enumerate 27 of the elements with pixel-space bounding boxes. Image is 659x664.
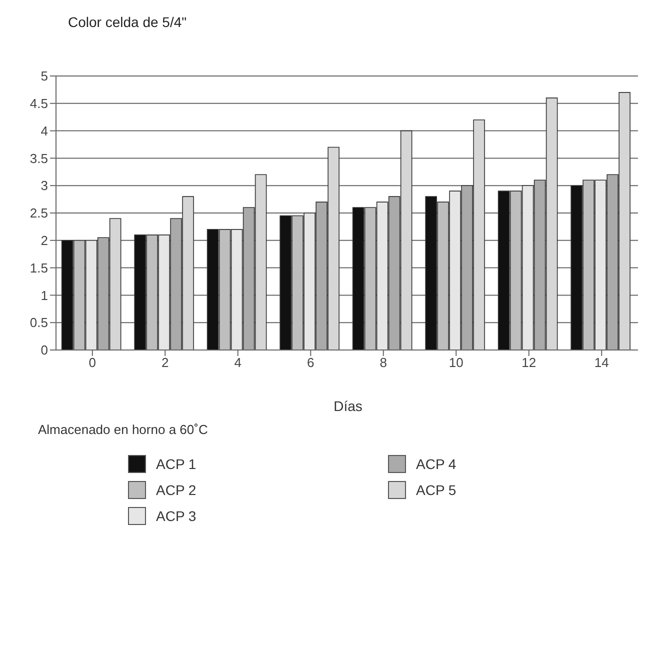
y-tick-label: 4 xyxy=(40,123,48,138)
y-tick-label: 4.5 xyxy=(30,96,48,112)
x-tick-label: 6 xyxy=(307,355,314,370)
x-tick-label: 14 xyxy=(594,355,609,370)
y-tick-label: 1.5 xyxy=(30,260,48,276)
y-tick-label: 2.5 xyxy=(30,206,48,221)
legend-label: ACP 5 xyxy=(416,482,456,498)
legend-label: ACP 1 xyxy=(156,456,196,472)
legend-title: Almacenado en horno a 60˚C xyxy=(38,422,209,437)
y-tick-label: 3 xyxy=(40,178,48,194)
y-tick-label: 1 xyxy=(40,288,48,303)
x-axis-title: Días xyxy=(332,398,364,414)
legend-label: ACP 3 xyxy=(156,508,196,524)
y-tick-label: 5 xyxy=(40,68,48,84)
x-tick-label: 4 xyxy=(234,355,242,370)
x-tick-label: 12 xyxy=(522,355,536,370)
legend-label: ACP 4 xyxy=(416,456,456,472)
y-tick-label: 2 xyxy=(40,233,48,248)
chart-title: Color celda de 5/4" xyxy=(68,14,188,30)
x-tick-label: 2 xyxy=(162,355,169,370)
x-tick-label: 10 xyxy=(448,355,464,370)
x-tick-label: 8 xyxy=(380,355,387,370)
y-tick-label: 0 xyxy=(40,342,48,358)
y-tick-label: 0.5 xyxy=(30,315,48,330)
x-tick-label: 0 xyxy=(88,355,96,370)
y-tick-label: 3.5 xyxy=(30,150,48,166)
legend-label: ACP 2 xyxy=(156,482,196,498)
